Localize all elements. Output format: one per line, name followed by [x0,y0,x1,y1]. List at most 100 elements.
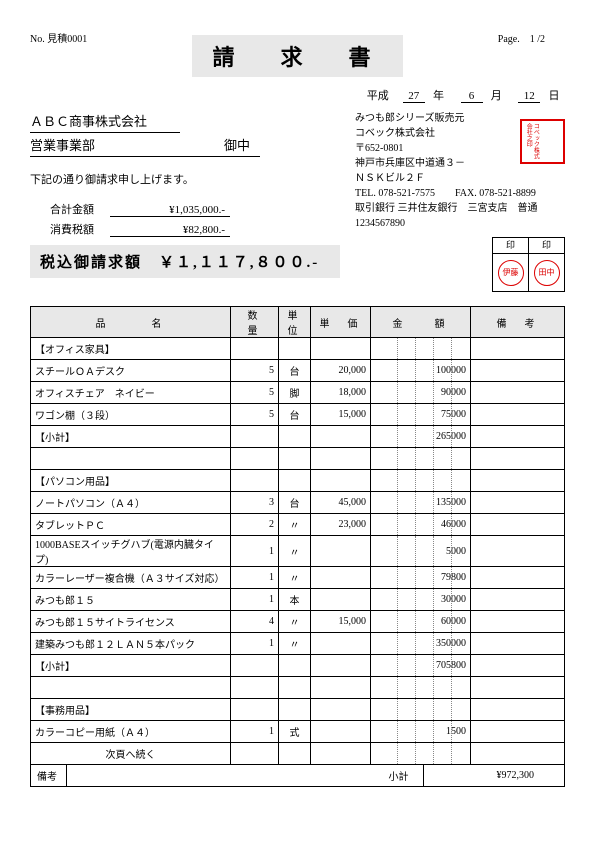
cell-amount: 705800 [371,655,471,677]
col-header-unit: 単位 [279,307,311,338]
company-seal: コベック株式会社之印 [520,119,565,164]
table-row [31,448,565,470]
cell-note [471,426,565,448]
cell-unit: 〃 [279,611,311,633]
cell-amount: 60000 [371,611,471,633]
cell-name: スチールＯＡデスク [31,360,231,382]
greeting-text: 下記の通り御請求申し上げます。 [30,171,355,187]
cell-amount: 1500 [371,721,471,743]
cell-qty: 1 [231,589,279,611]
cell-amount [371,448,471,470]
cell-unit: 台 [279,360,311,382]
cell-note [471,699,565,721]
cell-qty [231,677,279,699]
table-row [31,677,565,699]
summary-amounts: 合計金額¥1,035,000.- 消費税額¥82,800.- [30,201,355,237]
vendor-block: コベック株式会社之印 みつも郎シリーズ販売元 コベック株式会社 〒652-080… [355,111,565,292]
cell-price [311,721,371,743]
cell-amount: 79800 [371,567,471,589]
cell-unit: 式 [279,721,311,743]
cell-name: カラーコピー用紙（Ａ４） [31,721,231,743]
cell-amount [371,470,471,492]
col-header-qty: 数 量 [231,307,279,338]
cell-note [471,404,565,426]
cell-note [471,655,565,677]
cell-price [311,743,371,765]
cell-amount: 100000 [371,360,471,382]
table-row: みつも郎１５サイトライセンス4〃15,00060000 [31,611,565,633]
table-row: 【小計】705800 [31,655,565,677]
cell-note [471,721,565,743]
cell-qty: 3 [231,492,279,514]
cell-name [31,677,231,699]
cell-qty: 2 [231,514,279,536]
cell-note [471,360,565,382]
cell-qty: 5 [231,360,279,382]
cell-name: ワゴン棚（３段） [31,404,231,426]
cell-amount: 46000 [371,514,471,536]
cell-qty: 5 [231,404,279,426]
cell-note [471,743,565,765]
table-row: 建築みつも郎１２ＬＡＮ５本パック1〃350000 [31,633,565,655]
cell-unit: 本 [279,589,311,611]
cell-unit: 台 [279,404,311,426]
cell-unit [279,338,311,360]
cell-price: 20,000 [311,360,371,382]
cell-unit [279,448,311,470]
cell-qty [231,743,279,765]
cell-unit [279,470,311,492]
page-number: Page. 1 /2 [498,30,545,45]
cell-name: 【パソコン用品】 [31,470,231,492]
customer-block: ＡＢＣ商事株式会社 営業事業部御中 [30,111,355,157]
cell-qty [231,338,279,360]
cell-note [471,611,565,633]
cell-name [31,448,231,470]
cell-name: ノートパソコン（Ａ４） [31,492,231,514]
cell-qty [231,470,279,492]
cell-price: 18,000 [311,382,371,404]
col-header-name: 品 名 [31,307,231,338]
cell-note [471,382,565,404]
table-row: 【パソコン用品】 [31,470,565,492]
cell-price [311,633,371,655]
cell-unit: 台 [279,492,311,514]
cell-price: 23,000 [311,514,371,536]
cell-price [311,448,371,470]
cell-name: カラーレーザー複合機（Ａ３サイズ対応） [31,567,231,589]
cell-amount: 350000 [371,633,471,655]
cell-amount: 5000 [371,536,471,567]
cell-amount: 75000 [371,404,471,426]
cell-name: 【小計】 [31,426,231,448]
cell-note [471,470,565,492]
table-row: カラーコピー用紙（Ａ４）1式1500 [31,721,565,743]
table-row: 【オフィス家具】 [31,338,565,360]
cell-price [311,699,371,721]
footer-row: 備考 小計 ¥972,300 [30,765,565,787]
table-row: オフィスチェア ネイビー5脚18,00090000 [31,382,565,404]
cell-note [471,633,565,655]
cell-unit: 〃 [279,633,311,655]
table-row: 【事務用品】 [31,699,565,721]
col-header-amt: 金 額 [371,307,471,338]
cell-price [311,589,371,611]
table-header-row: 品 名 数 量 単位 単 価 金 額 備 考 [31,307,565,338]
cell-note [471,677,565,699]
cell-qty [231,699,279,721]
cell-price [311,338,371,360]
table-row: スチールＯＡデスク5台20,000100000 [31,360,565,382]
cell-unit [279,426,311,448]
cell-price [311,470,371,492]
cell-amount: 265000 [371,426,471,448]
cell-amount [371,699,471,721]
cell-unit [279,655,311,677]
cell-unit [279,699,311,721]
cell-amount: 30000 [371,589,471,611]
total-amount-box: 税込御請求額 ￥１,１１７,８００.- [30,245,340,278]
seal-2: 田中 [534,260,560,286]
cell-unit: 〃 [279,514,311,536]
date-row: 平成 27 年 6 月 12 日 [30,87,565,103]
table-row: ワゴン棚（３段）5台15,00075000 [31,404,565,426]
cell-qty: 5 [231,382,279,404]
table-row: ノートパソコン（Ａ４）3台45,000135000 [31,492,565,514]
cell-note [471,567,565,589]
